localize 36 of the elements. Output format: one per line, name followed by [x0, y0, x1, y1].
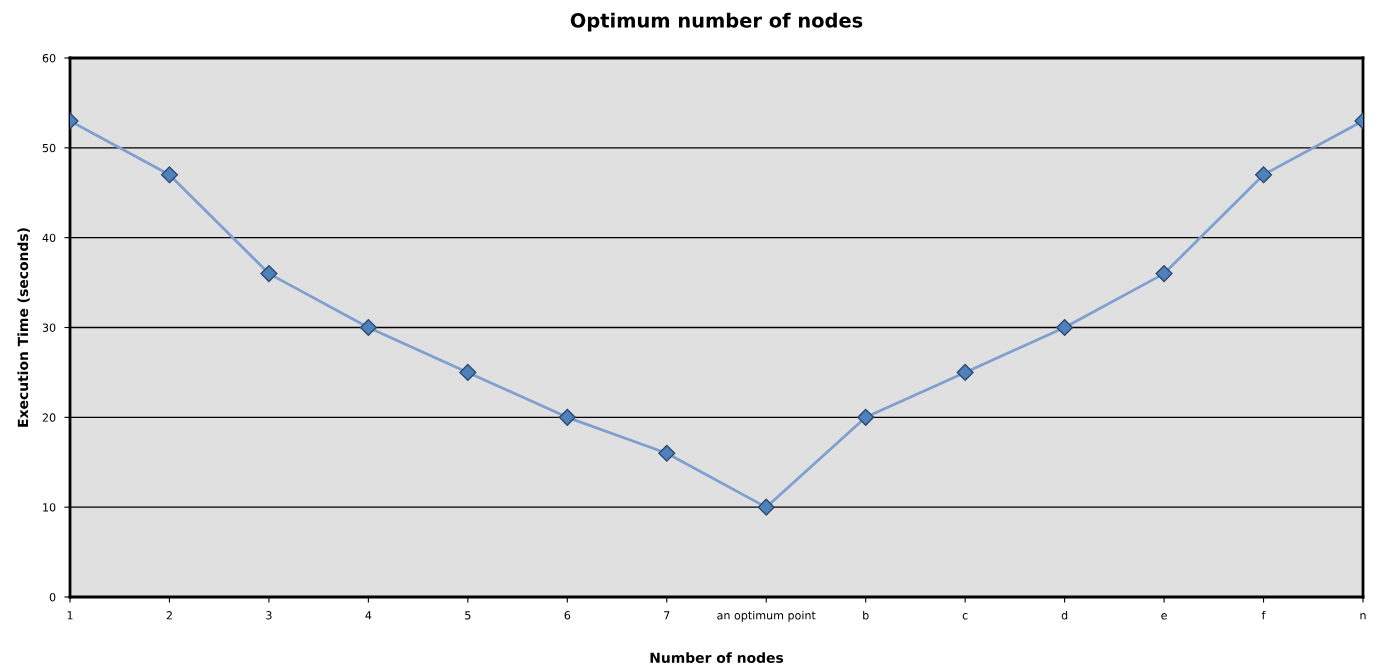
y-axis-title: Execution Time (seconds): [17, 228, 30, 427]
y-tick-label: 20: [42, 413, 56, 422]
point: [160, 166, 179, 184]
point: [658, 444, 676, 462]
point: [558, 408, 576, 426]
x-tick-label: 3: [266, 611, 272, 620]
point: [1056, 318, 1074, 337]
x-tick-label: 4: [365, 611, 372, 620]
x-tick-label: n: [1360, 613, 1366, 620]
x-tick-label: 6: [564, 611, 571, 620]
x-tick-label: 1: [67, 611, 73, 620]
point: [359, 318, 377, 337]
point: [1254, 166, 1273, 184]
x-tick-label: d: [1061, 610, 1068, 620]
y-tick-label: 30: [42, 323, 56, 332]
x-tick-label: an optimum point: [717, 610, 816, 622]
point: [857, 408, 875, 426]
y-tick-label: 10: [43, 503, 56, 512]
x-axis-title: Number of nodes: [650, 652, 784, 663]
point: [757, 498, 775, 516]
x-tick-label: f: [1261, 610, 1266, 620]
y-tick-label: 0: [49, 592, 56, 602]
x-tick-label: b: [863, 610, 869, 620]
point: [260, 265, 278, 283]
point: [956, 363, 974, 381]
x-tick-label: 7: [664, 611, 670, 620]
y-tick-label: 40: [42, 233, 56, 243]
point: [1155, 265, 1173, 283]
x-tick-label: c: [962, 613, 968, 620]
x-tick-label: 5: [465, 611, 471, 620]
y-tick-label: 50: [42, 143, 56, 153]
x-tick-label: e: [1161, 613, 1167, 620]
point: [459, 363, 477, 381]
x-tick-label: 2: [166, 611, 172, 620]
y-tick-label: 60: [42, 53, 56, 63]
chart-title: Optimum number of nodes: [570, 12, 863, 32]
